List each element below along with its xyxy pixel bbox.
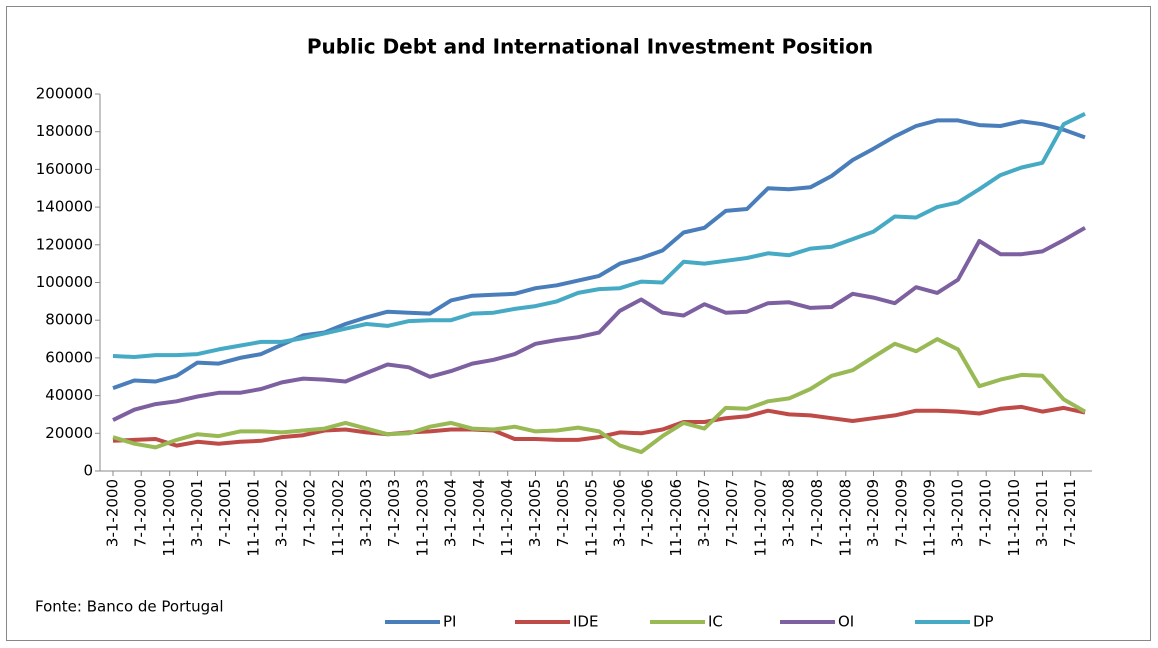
y-tick-label: 20000 — [45, 424, 93, 442]
x-tick-label: 3-1-2009 — [864, 479, 882, 547]
y-tick-label: 100000 — [36, 273, 93, 291]
series-line — [112, 118, 1086, 390]
x-tick-label: 7-1-2000 — [132, 479, 150, 547]
x-tick-label: 11-1-2007 — [752, 479, 770, 557]
y-tick-label: 60000 — [45, 348, 93, 366]
x-tick-label: 3-1-2000 — [104, 479, 122, 547]
x-tick-label: 3-1-2003 — [357, 479, 375, 547]
y-tick-label: 140000 — [36, 198, 93, 216]
x-tick-label: 7-1-2003 — [385, 479, 403, 547]
x-tick-label: 3-1-2010 — [948, 479, 966, 547]
series-line — [112, 226, 1087, 422]
source-note: Fonte: Banco de Portugal — [35, 598, 224, 616]
x-tick-label: 11-1-2010 — [1005, 479, 1023, 557]
legend-label: OI — [838, 613, 854, 631]
series-line — [112, 337, 1086, 455]
y-tick-label: 120000 — [36, 235, 93, 253]
x-tick-label: 3-1-2002 — [272, 479, 290, 547]
x-tick-label: 3-1-2001 — [188, 479, 206, 547]
x-tick-label: 11-1-2006 — [667, 479, 685, 557]
x-tick-label: 7-1-2001 — [216, 479, 234, 547]
legend-label: IDE — [573, 613, 598, 631]
y-tick-label: 200000 — [36, 85, 93, 103]
x-tick-label: 7-1-2008 — [808, 479, 826, 547]
y-tick-label: 160000 — [36, 160, 93, 178]
x-tick-label: 11-1-2000 — [160, 479, 178, 557]
x-tick-label: 7-1-2005 — [554, 479, 572, 547]
chart-title: Public Debt and International Investment… — [307, 35, 873, 59]
y-tick-label: 0 — [83, 462, 93, 480]
legend-label: PI — [443, 613, 456, 631]
x-tick-label: 3-1-2011 — [1033, 479, 1051, 547]
legend-label: DP — [973, 613, 994, 631]
x-tick-label: 11-1-2002 — [329, 479, 347, 557]
y-tick-label: 180000 — [36, 122, 93, 140]
series-line — [112, 112, 1086, 359]
chart-border — [6, 6, 1151, 641]
x-tick-label: 7-1-2010 — [977, 479, 995, 547]
x-tick-label: 11-1-2001 — [245, 479, 263, 557]
x-tick-label: 11-1-2008 — [836, 479, 854, 557]
x-tick-label: 11-1-2004 — [498, 479, 516, 557]
x-tick-label: 3-1-2005 — [526, 479, 544, 547]
x-tick-label: 11-1-2009 — [921, 479, 939, 557]
series-line — [112, 404, 1086, 448]
x-tick-label: 7-1-2004 — [470, 479, 488, 547]
x-tick-label: 7-1-2002 — [301, 479, 319, 547]
legend-label: IC — [708, 613, 723, 631]
x-tick-label: 11-1-2003 — [414, 479, 432, 557]
x-tick-label: 7-1-2009 — [892, 479, 910, 547]
x-tick-label: 3-1-2008 — [780, 479, 798, 547]
x-tick-label: 7-1-2007 — [723, 479, 741, 547]
x-tick-label: 7-1-2011 — [1061, 479, 1079, 547]
x-tick-label: 7-1-2006 — [639, 479, 657, 547]
x-tick-label: 3-1-2007 — [695, 479, 713, 547]
x-tick-label: 3-1-2004 — [442, 479, 460, 547]
x-tick-label: 11-1-2005 — [583, 479, 601, 557]
x-tick-label: 3-1-2006 — [610, 479, 628, 547]
y-tick-label: 40000 — [45, 386, 93, 404]
y-tick-label: 80000 — [45, 311, 93, 329]
